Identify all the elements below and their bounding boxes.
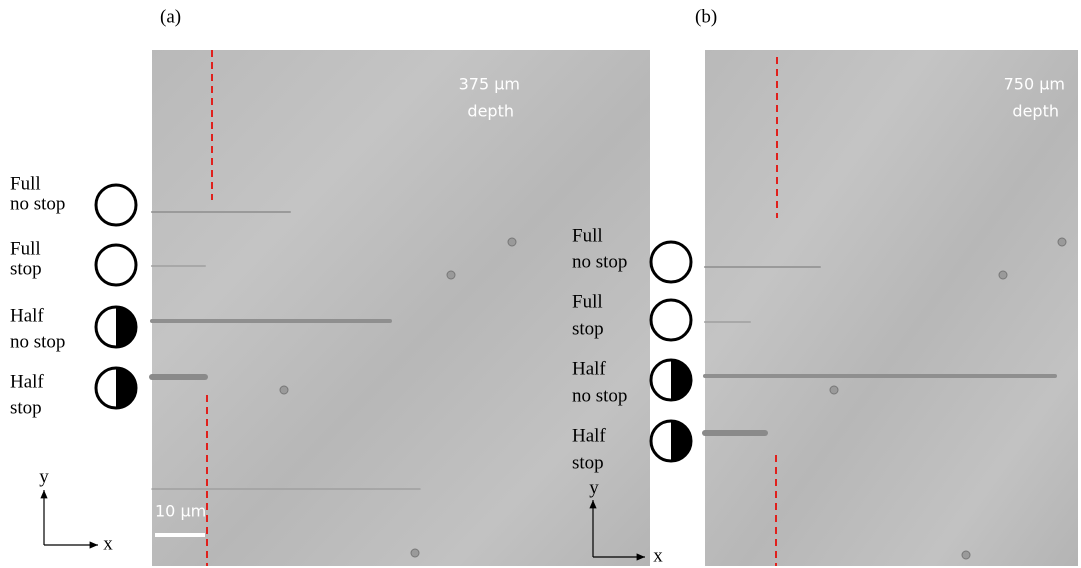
depth-label: depth [467,102,514,121]
aperture-icon [651,242,691,282]
row-label: no stop [572,385,627,406]
row-label: Half [572,425,606,446]
half-circle [671,421,691,461]
aperture-icon [96,185,136,225]
axis-label: x [653,545,663,566]
row-label: Full [572,291,603,312]
scale-label: 10 µm [155,502,206,521]
half-circle [116,307,136,347]
row-label: stop [10,258,42,279]
row-label: stop [572,452,604,473]
row-label: stop [572,318,604,339]
row-label: Half [10,305,44,326]
axis-label: x [103,533,113,554]
aperture-icon [651,300,691,340]
row-label: Half [572,358,606,379]
depth-label: 375 µm [459,75,520,94]
depth-label: 750 µm [1004,75,1065,94]
depth-label: depth [1012,102,1059,121]
panel-label: (a) [160,6,181,27]
row-label: stop [10,397,42,418]
half-circle [116,368,136,408]
half-circle [671,360,691,400]
aperture-icon [96,245,136,285]
panel-label: (b) [695,6,717,27]
figure: (a)375 µmdepthFullno stopFullstopHalfno … [0,0,1081,568]
axis-label: y [589,477,599,498]
row-label: no stop [572,251,627,272]
row-label: Full [572,225,603,246]
axis-label: y [39,466,49,487]
row-label: no stop [10,331,65,352]
row-label: Full [10,238,41,259]
micrograph [705,50,1078,566]
row-label: no stop [10,193,65,214]
row-label: Full [10,173,41,194]
row-label: Half [10,371,44,392]
